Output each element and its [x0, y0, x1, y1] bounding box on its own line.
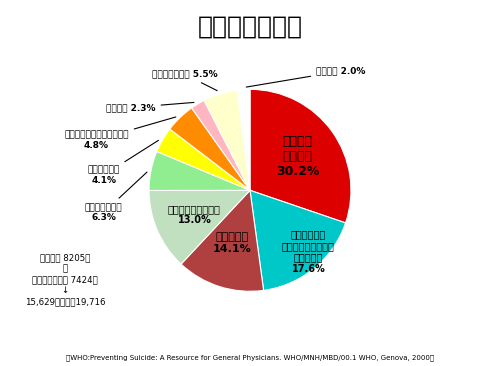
Text: 他の第１軸診断 5.5%: 他の第１軸診断 5.5%: [152, 70, 217, 91]
Text: 自殺と精神障害: 自殺と精神障害: [198, 15, 302, 39]
Wedge shape: [192, 100, 250, 190]
Wedge shape: [149, 190, 250, 264]
Wedge shape: [170, 108, 250, 190]
Text: 地域調査 8205例: 地域調査 8205例: [40, 254, 90, 262]
Wedge shape: [149, 152, 250, 190]
Text: ＋: ＋: [62, 265, 68, 273]
Text: 物質関連障害
（アルコール・薬物
依存など）
17.6%: 物質関連障害 （アルコール・薬物 依存など） 17.6%: [282, 229, 335, 274]
Text: 精神科入院患者 7424例: 精神科入院患者 7424例: [32, 276, 98, 284]
Text: バーソナリティ障害
13.0%: バーソナリティ障害 13.0%: [168, 204, 221, 225]
Wedge shape: [250, 89, 351, 223]
Text: 不安障害・身体表現性障害
4.8%: 不安障害・身体表現性障害 4.8%: [64, 117, 176, 150]
Text: 器質的精神障害
6.3%: 器質的精神障害 6.3%: [85, 172, 147, 222]
Wedge shape: [250, 190, 346, 290]
Text: 診断なし 2.0%: 診断なし 2.0%: [246, 67, 366, 87]
Text: 適応障害 2.3%: 適応障害 2.3%: [106, 102, 194, 112]
Text: ↓: ↓: [62, 287, 68, 295]
Text: うつ病・
躁うつ病
30.2%: うつ病・ 躁うつ病 30.2%: [276, 135, 320, 178]
Wedge shape: [238, 89, 250, 190]
Wedge shape: [157, 129, 250, 190]
Text: （WHO:Preventing Suicide: A Resource for General Physicians. WHO/MNH/MBD/00.1 WHO: （WHO:Preventing Suicide: A Resource for …: [66, 354, 434, 361]
Text: 統合失調症
14.1%: 統合失調症 14.1%: [212, 232, 251, 254]
Wedge shape: [181, 190, 264, 291]
Wedge shape: [204, 90, 250, 190]
Text: 15,629例：診断19,716: 15,629例：診断19,716: [25, 298, 105, 306]
Text: 他の精神障害
4.1%: 他の精神障害 4.1%: [88, 140, 158, 185]
